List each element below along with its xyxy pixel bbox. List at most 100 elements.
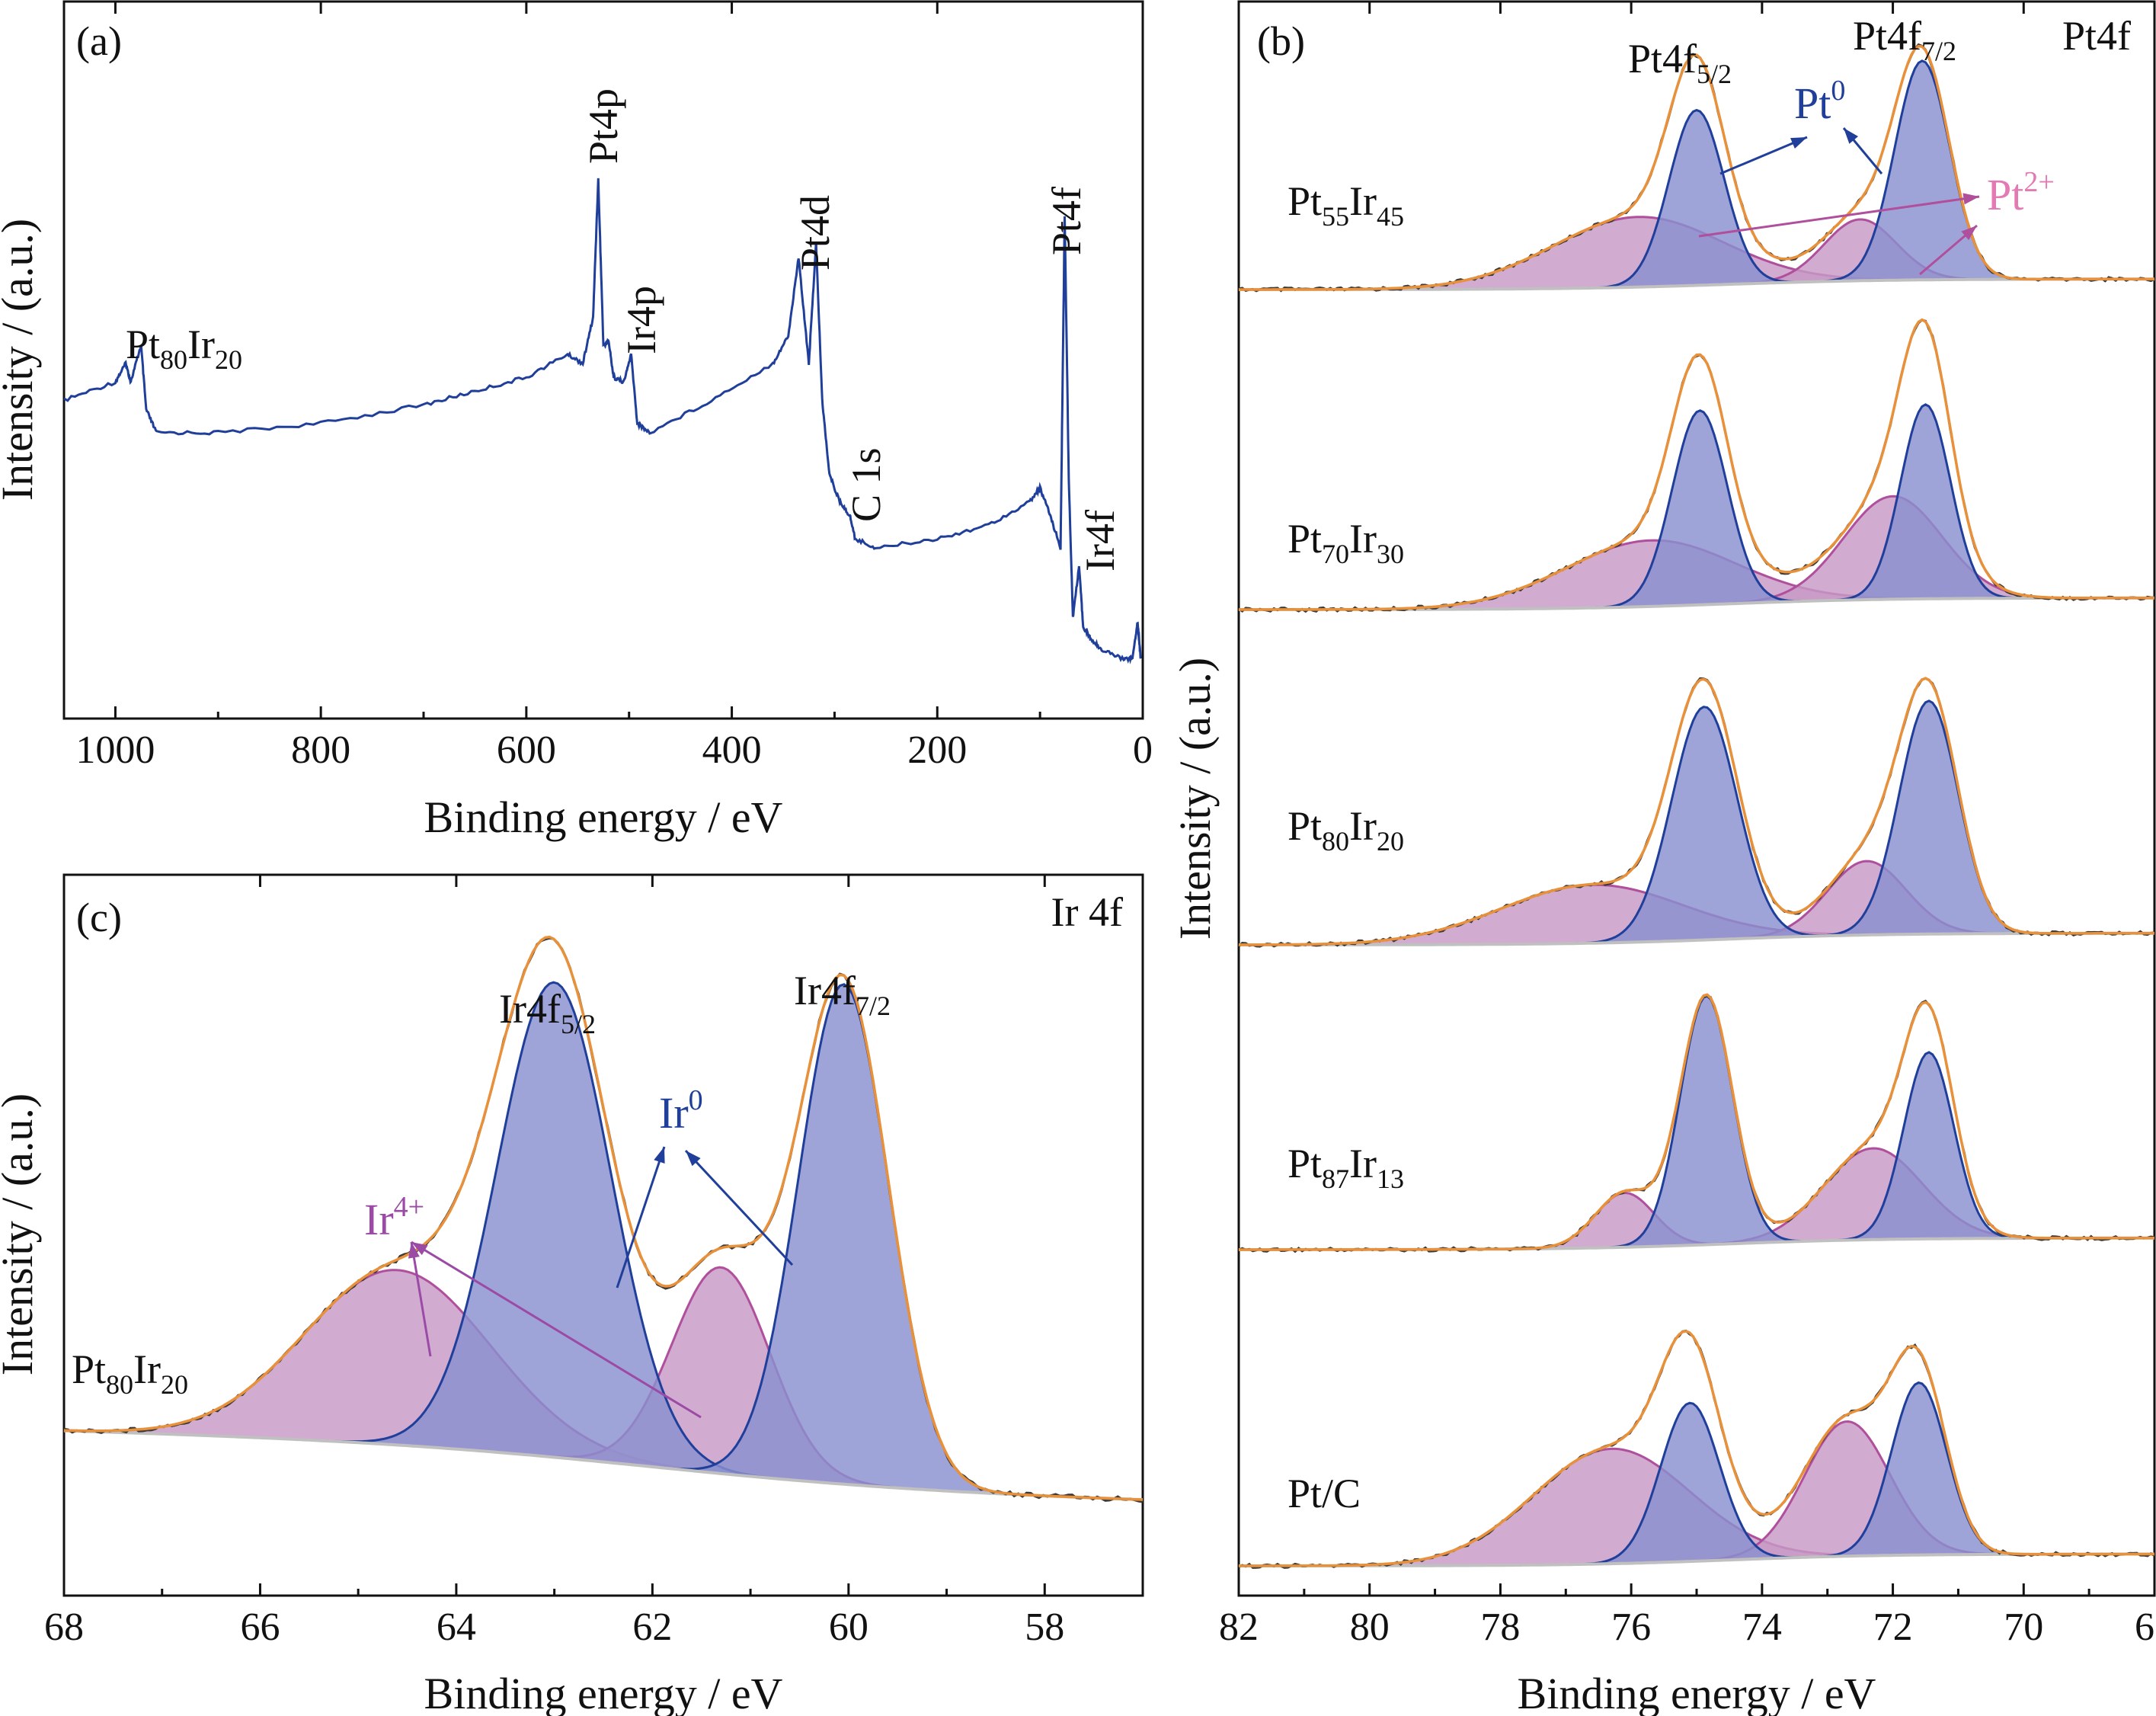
metal-component-0-area: [1239, 410, 2154, 610]
metal-component-1-area: [1239, 700, 2154, 945]
panel-c-sample-label: Pt80Ir20: [72, 1346, 188, 1400]
x-tick-label: 62: [632, 1606, 672, 1649]
envelope-fit-line: [1239, 44, 2154, 291]
spectrum-ptc: [1238, 1329, 2155, 1569]
panel-a-x-ticks: 1000 800 600 400 200 0: [75, 2, 1153, 772]
ir0-label: Ir0: [659, 1084, 703, 1138]
pt0-arrow-left-head: [1790, 137, 1807, 149]
peak-label-c1s: C 1s: [843, 447, 889, 522]
ir4-arrow-right-head: [411, 1242, 428, 1256]
pt4f52-label: Pt4f5/2: [1628, 36, 1732, 89]
x-tick-label: 600: [497, 728, 556, 772]
background-line: [1239, 1552, 2154, 1567]
panel-c-x-title: Binding energy / eV: [424, 1669, 783, 1716]
panel-b-pt4f: 82 80 78 76 74 72 70 68 (b) Pt4f Pt4f5/2 Pt4f7/…: [1170, 0, 2156, 1716]
annotation-arrows: [408, 127, 1980, 1419]
ir0-arrow-right-head: [686, 1151, 701, 1167]
x-tick-label: 74: [1742, 1606, 1782, 1649]
metal-component-0-area: [1239, 110, 2154, 290]
panel-c-letter: (c): [76, 895, 122, 940]
ir0-arrow-left: [616, 1146, 666, 1289]
panel-c-plot-area: [63, 935, 1144, 1503]
background-line: [63, 1429, 1144, 1502]
pt2-arrow-left: [1698, 195, 1980, 238]
peak-label-pt4d: Pt4d: [792, 195, 838, 271]
sample-label-pt70ir30: Pt70Ir30: [1288, 516, 1404, 569]
pt2-arrow-left-head: [1962, 193, 1979, 205]
x-tick-label: 800: [291, 728, 350, 772]
metal-component-0-area: [1239, 706, 2154, 945]
ir4-arrow-left: [410, 1241, 432, 1357]
ir0-arrow-left-head: [654, 1147, 665, 1164]
panel-a-x-title: Binding energy / eV: [424, 792, 783, 842]
envelope-fit-line: [63, 935, 1144, 1501]
x-tick-label: 70: [2004, 1606, 2043, 1649]
panel-b-x-ticks: 82 80 78 76 74 72 70 68: [1219, 2, 2156, 1649]
ir4plus-label: Ir4+: [364, 1191, 424, 1244]
metal-component-1-area: [64, 984, 1143, 1500]
x-tick-label: 72: [1873, 1606, 1913, 1649]
sample-label-pt55ir45: Pt55Ir45: [1288, 178, 1404, 232]
x-tick-label: 60: [829, 1606, 868, 1649]
survey-spectrum-line: [63, 178, 1142, 664]
peak-label-pt4p: Pt4p: [581, 88, 626, 164]
x-tick-label: 400: [702, 728, 762, 772]
x-tick-label: 58: [1025, 1606, 1064, 1649]
pt2plus-label: Pt2+: [1987, 166, 2055, 219]
sample-label-pt80ir20: Pt80Ir20: [1288, 803, 1404, 856]
pt4f72-label: Pt4f7/2: [1853, 13, 1956, 66]
ir0-arrow-right: [684, 1149, 794, 1266]
panel-a-sample-label: Pt80Ir20: [126, 322, 242, 375]
background-line: [1239, 931, 2154, 946]
panel-b-letter: (b): [1257, 18, 1305, 64]
panel-c-y-title: Intensity / (a.u.): [0, 1093, 42, 1375]
oxide-component-0-area: [64, 1269, 1143, 1500]
peak-label-ir4p: Ir4p: [619, 286, 664, 354]
x-tick-label: 66: [240, 1606, 280, 1649]
spectrum-pt80ir20: [1237, 677, 2155, 948]
panel-a-frame: [62, 0, 1144, 720]
envelope-fit-line: [1239, 993, 2154, 1251]
x-tick-label: 80: [1350, 1606, 1390, 1649]
metal-component-1-area: [1239, 404, 2154, 610]
spectrum-pt87ir13: [1238, 993, 2155, 1253]
x-tick-label: 200: [907, 728, 967, 772]
sample-label-pt87ir13: Pt87Ir13: [1288, 1141, 1404, 1194]
pt0-label: Pt0: [1794, 75, 1845, 128]
envelope-fit-line: [1239, 1330, 2154, 1567]
x-tick-label: 68: [44, 1606, 84, 1649]
panel-c-x-ticks: 68 66 64 62 60 58: [44, 875, 1144, 1649]
panel-b-plot-area: [1237, 43, 2155, 1569]
ir4-arrow-right: [411, 1241, 702, 1419]
x-tick-label: 68: [2135, 1606, 2156, 1649]
x-tick-label: 64: [437, 1606, 476, 1649]
panel-b-y-title: Intensity / (a.u.): [1170, 658, 1220, 940]
spectrum-pt55ir45: [1238, 43, 2155, 293]
spectrum-pt70ir30: [1238, 318, 2154, 613]
panel-c-ir4f: 68 66 64 62 60 58 (c) Ir 4f Pt80Ir20 Ir4f5/2 …: [0, 873, 1144, 1716]
x-tick-label: 0: [1133, 728, 1153, 772]
ir4f52-label: Ir4f5/2: [499, 986, 596, 1039]
panel-b-title: Pt4f: [2062, 13, 2131, 59]
metal-component-0-area: [64, 982, 1143, 1500]
ir4f72-label: Ir4f7/2: [794, 968, 891, 1021]
ir4-arrow-left-head: [408, 1242, 420, 1259]
x-tick-label: 1000: [75, 728, 155, 772]
metal-component-0-area: [1239, 1403, 2154, 1566]
panel-c-title: Ir 4f: [1051, 889, 1123, 935]
peak-label-ir4f: Ir4f: [1077, 510, 1123, 571]
panel-b-x-title: Binding energy / eV: [1518, 1669, 1876, 1716]
panel-a-letter: (a): [76, 18, 122, 64]
panel-c-frame: [62, 873, 1144, 1597]
metal-component-1-area: [1239, 1382, 2154, 1566]
metal-component-0-area: [1239, 996, 2154, 1250]
x-tick-label: 76: [1611, 1606, 1651, 1649]
pt2-arrow-right-head: [1961, 226, 1977, 241]
envelope-fit-line: [1239, 318, 2154, 611]
panel-a-survey: 1000 800 600 400 200 0 (a) Pt80Ir20 Pt4p Ir4p…: [0, 0, 1153, 842]
peak-label-pt4f: Pt4f: [1044, 187, 1089, 255]
metal-component-1-area: [1239, 1052, 2154, 1250]
x-tick-label: 78: [1480, 1606, 1520, 1649]
envelope-fit-line: [1239, 677, 2154, 946]
